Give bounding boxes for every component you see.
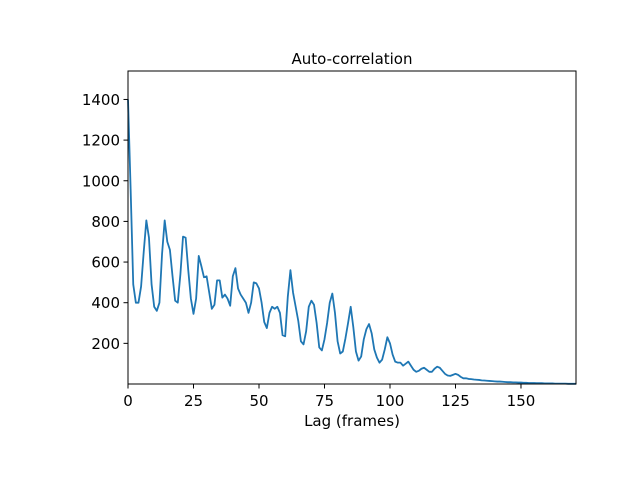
x-tick-label: 0 bbox=[123, 392, 133, 410]
x-tick-label: 125 bbox=[441, 392, 470, 410]
y-tick-label: 1400 bbox=[82, 91, 120, 109]
x-tick-label: 75 bbox=[315, 392, 334, 410]
x-tick-label: 100 bbox=[376, 392, 405, 410]
y-tick-label: 200 bbox=[91, 335, 120, 353]
x-tick-label: 25 bbox=[184, 392, 203, 410]
chart-title: Auto-correlation bbox=[291, 50, 412, 68]
x-axis-ticks: 0 25 50 75 100 125 150 bbox=[123, 384, 535, 410]
x-axis-label: Lag (frames) bbox=[304, 412, 400, 430]
y-tick-label: 1000 bbox=[82, 172, 120, 190]
y-tick-label: 800 bbox=[91, 213, 120, 231]
y-tick-label: 600 bbox=[91, 254, 120, 272]
y-tick-label: 400 bbox=[91, 294, 120, 312]
plot-frame bbox=[127, 70, 577, 385]
series-layer bbox=[127, 99, 576, 385]
x-tick-label: 150 bbox=[507, 392, 536, 410]
y-axis-ticks: 200 400 600 800 1000 1200 1400 bbox=[82, 91, 128, 353]
series-line-autocorrelation bbox=[127, 99, 576, 385]
x-tick-label: 50 bbox=[249, 392, 268, 410]
y-tick-label: 1200 bbox=[82, 132, 120, 150]
plot-area bbox=[128, 71, 576, 384]
